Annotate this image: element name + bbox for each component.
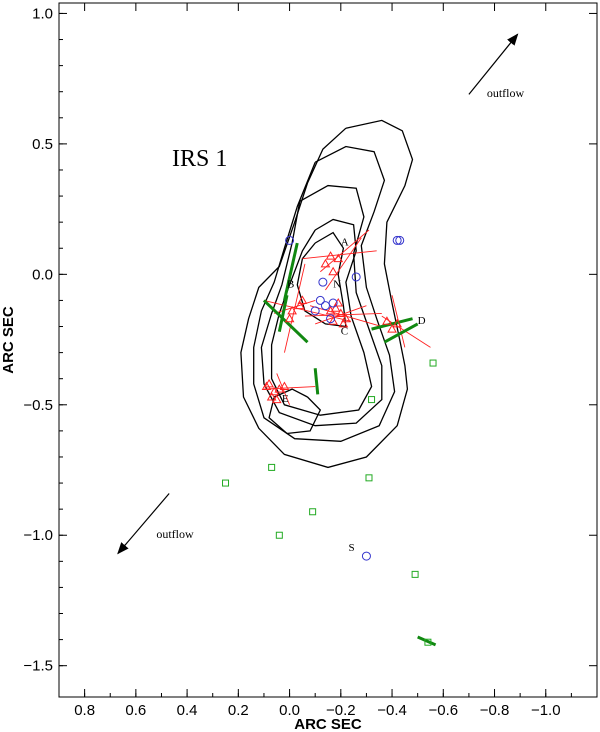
triangle-marker <box>335 308 346 317</box>
green-vector <box>313 368 320 395</box>
triangle-marker <box>274 384 285 393</box>
outflow-label: outflow <box>156 527 194 541</box>
chart-title: IRS 1 <box>172 146 227 172</box>
triangle-marker <box>320 258 331 268</box>
x-tick-label: −1.0 <box>531 702 561 719</box>
triangle-marker <box>325 305 336 315</box>
green-vector <box>277 294 289 333</box>
triangle-marker <box>269 386 280 396</box>
x-tick-label: 0.8 <box>74 702 95 719</box>
green-vector-layer <box>262 242 437 647</box>
x-tick-label: 0.4 <box>177 702 198 719</box>
square-marker <box>411 570 419 578</box>
circle-marker <box>310 306 320 316</box>
x-tick-label: −0.6 <box>428 702 458 719</box>
tick-layer: 0.8 0.6 0.4 0.2 0.0 −0.2 −0.4 −0.6 −0.8 −1.0 1.0 0.… <box>23 3 598 719</box>
square-marker <box>429 359 437 367</box>
square-marker <box>365 474 373 482</box>
circle-marker <box>326 314 336 324</box>
circle-marker <box>361 551 371 561</box>
plot-frame <box>58 2 598 698</box>
outflow-arrow <box>468 33 519 95</box>
source-label: A <box>341 237 349 249</box>
outflow-arrow <box>117 493 170 555</box>
red-vector <box>284 263 306 353</box>
y-tick-label: 0.5 <box>32 136 53 153</box>
contour-layer <box>240 119 414 469</box>
square-marker <box>275 531 283 539</box>
triangle-marker <box>330 303 341 312</box>
y-tick-label: 1.0 <box>32 5 53 22</box>
circle-marker <box>351 272 361 282</box>
triangle-marker <box>341 313 351 323</box>
x-tick-label: 0.0 <box>279 702 300 719</box>
triangle-marker <box>287 305 297 315</box>
circle-marker <box>392 235 402 245</box>
y-tick-label: −1.5 <box>23 658 53 675</box>
red-vector <box>263 299 352 322</box>
green-vector <box>383 322 419 344</box>
source-label: S <box>348 542 354 554</box>
x-tick-label: 0.2 <box>228 702 249 719</box>
circle-marker <box>318 277 328 287</box>
y-axis-title: ARC SEC <box>0 306 17 374</box>
triangle-marker <box>392 318 403 328</box>
source-label: B <box>287 278 294 290</box>
red-vector <box>274 299 316 314</box>
x-tick-label: −0.2 <box>326 702 356 719</box>
x-axis-title: ARC SEC <box>294 716 362 732</box>
annotation-layer: outflow outflow A N B C D E S <box>117 33 525 555</box>
triangle-marker <box>297 295 308 304</box>
source-label: D <box>418 315 426 327</box>
square-marker <box>368 396 376 404</box>
circle-marker <box>320 301 330 311</box>
source-label: N <box>333 278 341 290</box>
triangle-marker <box>261 381 272 391</box>
contour-line <box>253 145 396 442</box>
y-tick-label: −1.0 <box>23 527 53 544</box>
red-vector <box>315 305 367 325</box>
x-tick-label: 0.6 <box>125 702 146 719</box>
x-tick-label: −0.4 <box>377 702 407 719</box>
red-vector <box>263 386 316 390</box>
triangle-marker <box>382 316 392 325</box>
green-vector <box>282 242 299 301</box>
y-tick-label: 0.0 <box>32 266 53 283</box>
red-vector <box>309 305 382 327</box>
source-label: E <box>282 393 289 405</box>
square-marker <box>424 638 432 646</box>
circle-marker <box>395 235 405 245</box>
triangle-marker <box>338 318 349 328</box>
contour-line <box>268 388 322 435</box>
circle-marker <box>328 298 338 308</box>
green-vector <box>417 635 437 647</box>
triangle-marker <box>284 313 295 323</box>
circle-marker <box>315 295 325 305</box>
triangle-marker <box>279 381 290 391</box>
square-marker <box>222 479 230 487</box>
triangle-marker <box>333 298 344 307</box>
triangle-marker <box>325 251 336 260</box>
red-vector <box>325 237 362 291</box>
source-label: C <box>341 325 348 337</box>
x-tick-label: −0.8 <box>480 702 510 719</box>
triangle-marker <box>294 300 305 310</box>
triangle-marker <box>333 253 344 263</box>
green-vector <box>371 317 413 331</box>
contour-line <box>240 119 414 469</box>
circle-marker <box>285 235 295 245</box>
triangle-marker <box>328 266 338 276</box>
triangle-marker <box>266 391 277 401</box>
square-marker <box>309 508 317 516</box>
triangle-marker <box>387 324 397 333</box>
outflow-label: outflow <box>487 86 525 100</box>
square-marker <box>268 463 276 471</box>
marker-layer <box>222 235 437 646</box>
y-tick-label: −0.5 <box>23 397 53 414</box>
triangle-marker <box>328 316 338 325</box>
